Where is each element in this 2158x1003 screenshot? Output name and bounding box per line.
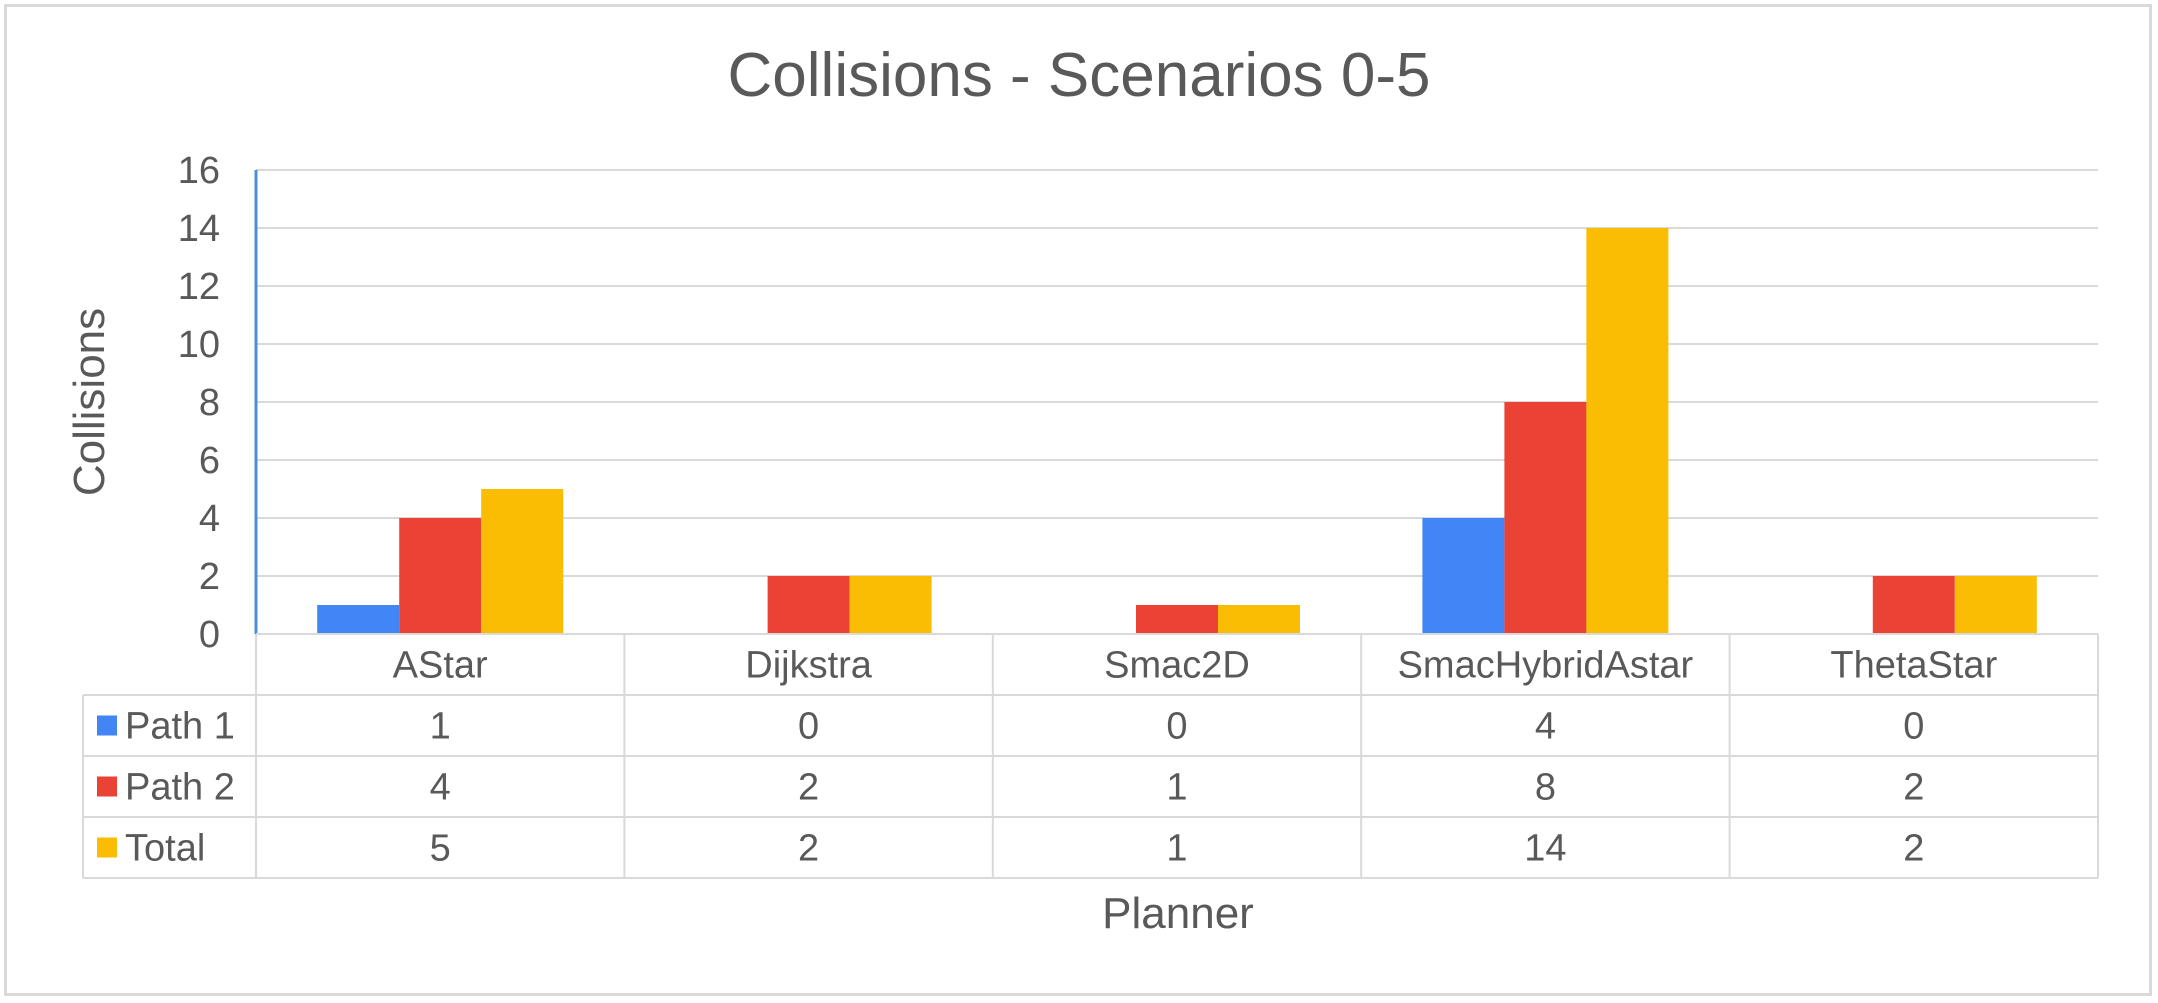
data-label: 5 <box>430 828 451 870</box>
category-label: SmacHybridAstar <box>1398 645 1694 687</box>
y-tick-label: 0 <box>199 614 220 656</box>
bar-total <box>1955 576 2037 634</box>
data-label: 2 <box>798 767 819 809</box>
data-label: 2 <box>798 828 819 870</box>
series-name: Path 2 <box>125 767 235 809</box>
bar-path-2 <box>768 576 850 634</box>
bar-path-2 <box>1136 605 1218 634</box>
y-tick-label: 16 <box>178 150 220 192</box>
data-label: 8 <box>1535 767 1556 809</box>
data-label: 4 <box>430 767 451 809</box>
series-name: Path 1 <box>125 706 235 748</box>
legend-key-path-2 <box>97 777 117 797</box>
legend-key-total <box>97 838 117 858</box>
y-tick-label: 8 <box>199 382 220 424</box>
bar-total <box>1586 228 1668 634</box>
bar-path-2 <box>1504 402 1586 634</box>
data-label: 14 <box>1524 828 1566 870</box>
bar-total <box>1218 605 1300 634</box>
bar-total <box>481 489 563 634</box>
chart-title: Collisions - Scenarios 0-5 <box>728 41 1431 110</box>
data-label: 2 <box>1903 828 1924 870</box>
bar-path-2 <box>1873 576 1955 634</box>
data-label: 4 <box>1535 706 1556 748</box>
legend-key-path-1 <box>97 716 117 736</box>
data-label: 1 <box>430 706 451 748</box>
bar-path-1 <box>1422 518 1504 634</box>
y-tick-label: 10 <box>178 324 220 366</box>
series-name: Total <box>125 828 205 870</box>
category-label: Dijkstra <box>745 645 873 687</box>
data-label: 0 <box>798 706 819 748</box>
category-label: Smac2D <box>1104 645 1250 687</box>
data-label: 1 <box>1166 767 1187 809</box>
data-label: 2 <box>1903 767 1924 809</box>
x-axis-label: Planner <box>1102 889 1254 938</box>
y-tick-label: 6 <box>199 440 220 482</box>
bar-total <box>850 576 932 634</box>
y-tick-label: 4 <box>199 498 220 540</box>
bar-path-2 <box>399 518 481 634</box>
y-tick-label: 12 <box>178 266 220 308</box>
category-label: AStar <box>393 645 488 687</box>
category-label: ThetaStar <box>1830 645 1997 687</box>
data-label: 1 <box>1166 828 1187 870</box>
y-axis-label: Collisions <box>65 308 114 496</box>
data-label: 0 <box>1166 706 1187 748</box>
y-tick-label: 14 <box>178 208 220 250</box>
data-label: 0 <box>1903 706 1924 748</box>
bar-path-1 <box>317 605 399 634</box>
y-tick-label: 2 <box>199 556 220 598</box>
